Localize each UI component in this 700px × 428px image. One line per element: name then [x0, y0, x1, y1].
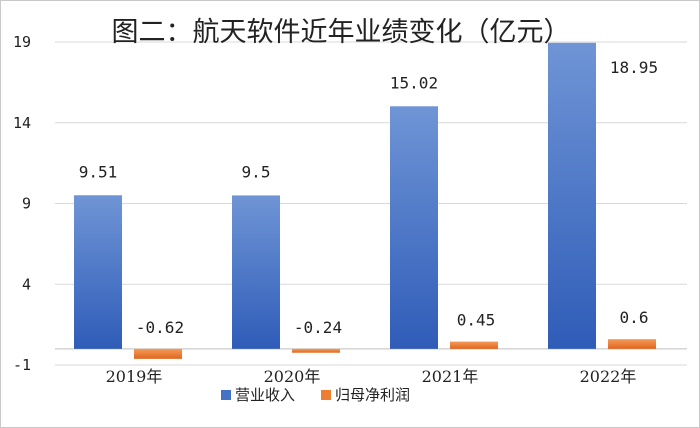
legend-swatch-net-profit: [321, 390, 331, 400]
x-tick-label: 2020年: [264, 367, 321, 386]
net-profit-bar: [608, 339, 656, 349]
net-profit-data-label: 0.45: [457, 311, 496, 330]
revenue-data-label: 9.51: [79, 162, 118, 181]
revenue-bar: [390, 106, 438, 349]
y-tick-label: 4: [22, 275, 31, 293]
x-tick-label: 2021年: [422, 367, 479, 386]
net-profit-data-label: -0.62: [136, 318, 184, 337]
revenue-data-label: 9.5: [242, 162, 271, 181]
legend-item: 归母净利润: [321, 386, 410, 404]
legend-label: 营业收入: [235, 386, 295, 404]
revenue-data-label: 15.02: [390, 73, 438, 92]
revenue-bar: [232, 195, 280, 349]
y-tick-label: -1: [13, 356, 31, 374]
revenue-data-label: 18.95: [610, 58, 658, 77]
y-tick-label: 19: [13, 33, 31, 51]
x-tick-label: 2022年: [580, 367, 637, 386]
net-profit-data-label: -0.24: [294, 318, 342, 337]
net-profit-bar: [292, 348, 340, 353]
net-profit-bar: [450, 341, 498, 349]
legend-swatch-revenue: [221, 390, 231, 400]
y-tick-label: 14: [13, 114, 31, 132]
net-profit-bar: [134, 348, 182, 359]
y-tick-label: 9: [22, 195, 31, 213]
legend-label: 归母净利润: [335, 386, 410, 404]
legend-item: 营业收入: [221, 386, 295, 404]
net-profit-data-label: 0.6: [620, 308, 649, 327]
revenue-bar: [548, 42, 596, 349]
chart-title: 图二：航天软件近年业绩变化（亿元）: [112, 17, 571, 48]
revenue-bar: [74, 195, 122, 349]
x-tick-label: 2019年: [106, 367, 163, 386]
